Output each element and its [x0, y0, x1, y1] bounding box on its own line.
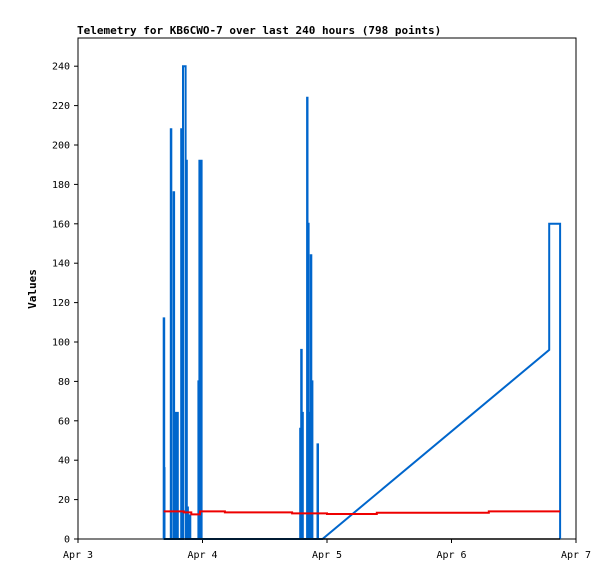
y-tick-label: 60: [58, 416, 70, 427]
x-tick-label: Apr 3: [63, 550, 93, 561]
y-tick-label: 80: [58, 377, 70, 388]
y-tick-label: 200: [52, 141, 70, 152]
series-line-1: [162, 65, 562, 540]
y-tick-label: 160: [52, 219, 70, 230]
series-line-2: [163, 510, 561, 516]
x-tick-label: Apr 4: [187, 550, 217, 561]
chart-title: Telemetry for KB6CWO-7 over last 240 hou…: [77, 24, 441, 37]
y-tick-label: 220: [52, 101, 70, 112]
x-tick-label: Apr 5: [312, 550, 342, 561]
y-tick-label: 40: [58, 456, 70, 467]
x-tick-label: Apr 6: [436, 550, 466, 561]
x-tick-label: Apr 7: [561, 550, 591, 561]
y-tick-label: 0: [64, 535, 70, 546]
y-tick-label: 120: [52, 298, 70, 309]
y-tick-label: 20: [58, 495, 70, 506]
y-tick-label: 180: [52, 180, 70, 191]
y-tick-label: 100: [52, 338, 70, 349]
x-axis-ticks: Apr 3 Apr 4 Apr 5 Apr 6 Apr 7: [63, 539, 591, 561]
y-tick-label: 140: [52, 259, 70, 270]
plot-background: [77, 37, 577, 540]
y-tick-label: 240: [52, 62, 70, 73]
series-layer: [162, 65, 562, 540]
y-axis-label: Values: [26, 269, 39, 309]
y-axis-ticks: 0 20 40 60 80 100 120 140 160 180 200 220 240: [52, 62, 78, 546]
